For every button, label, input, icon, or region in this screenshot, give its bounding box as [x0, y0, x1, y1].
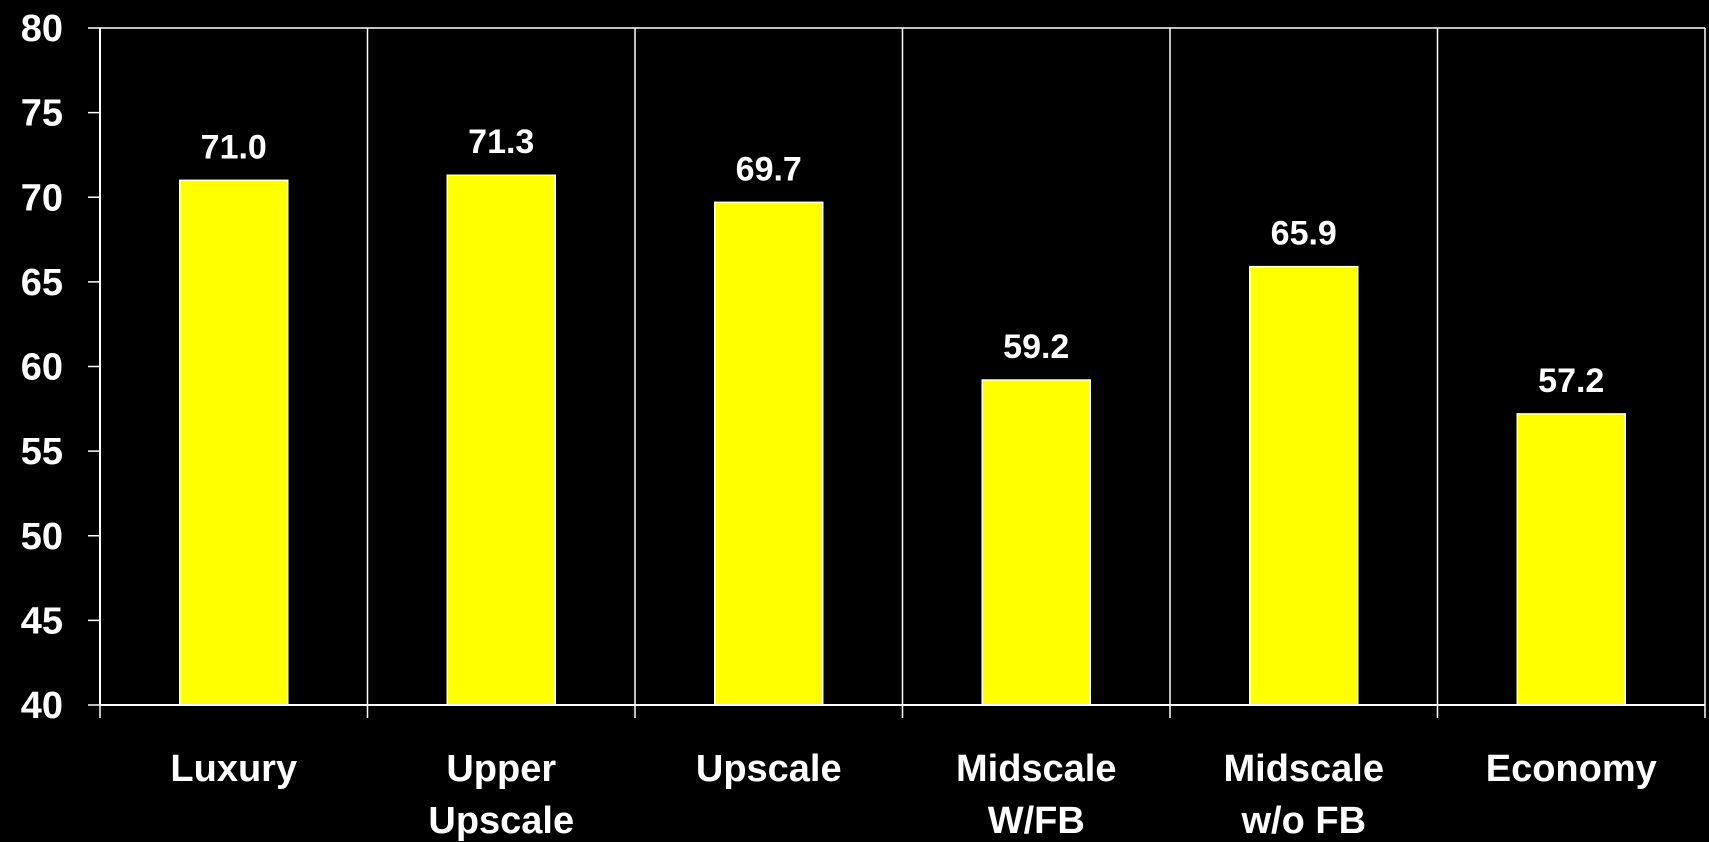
- y-tick-label: 70: [21, 177, 63, 219]
- y-tick-label: 65: [21, 262, 63, 304]
- x-tick-label: Midscale: [1223, 748, 1384, 790]
- y-tick-label: 55: [21, 431, 63, 473]
- y-tick-label: 45: [21, 600, 63, 642]
- x-tick-label: w/o FB: [1240, 800, 1366, 842]
- y-tick-label: 75: [21, 93, 63, 135]
- bar: [714, 201, 824, 706]
- bar: [1249, 265, 1359, 706]
- x-tick-label: W/FB: [988, 800, 1085, 842]
- bars: [179, 174, 1626, 706]
- data-label: 71.0: [201, 128, 267, 166]
- bar: [1516, 413, 1626, 706]
- data-label: 69.7: [736, 150, 802, 188]
- x-tick-label: Luxury: [170, 748, 297, 790]
- x-tick-label: Upscale: [428, 800, 574, 842]
- x-tick-label: Upper: [446, 748, 556, 790]
- data-label: 71.3: [468, 123, 534, 161]
- y-tick-label: 50: [21, 516, 63, 558]
- bar: [446, 174, 556, 706]
- data-label: 65.9: [1271, 215, 1337, 253]
- y-tick-label: 80: [21, 8, 63, 50]
- data-label: 57.2: [1538, 362, 1604, 400]
- labels: 40 45 50 55 60 65 70 75 80 71.0 Luxury 71.3 Upper Ups…: [21, 8, 1657, 842]
- bar: [981, 379, 1091, 706]
- x-tick-label: Midscale: [956, 748, 1117, 790]
- axes: [88, 27, 1706, 718]
- bar: [179, 179, 289, 706]
- x-tick-label: Upscale: [696, 748, 842, 790]
- y-tick-label: 40: [21, 685, 63, 727]
- x-tick-label: Economy: [1486, 748, 1657, 790]
- y-tick-label: 60: [21, 347, 63, 389]
- data-label: 59.2: [1003, 328, 1069, 366]
